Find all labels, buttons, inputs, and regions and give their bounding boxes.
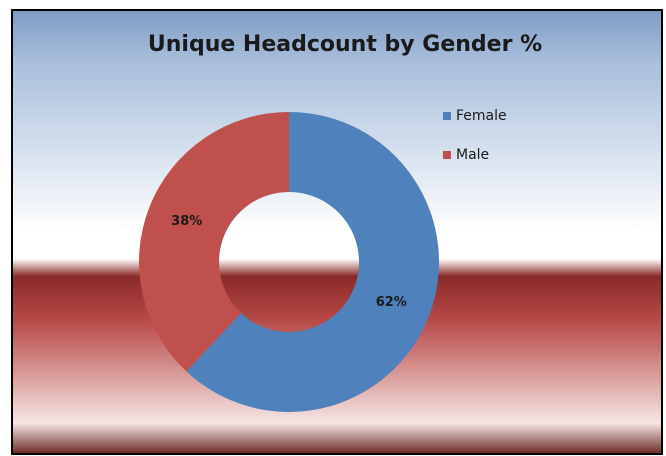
- donut-slice: [186, 112, 439, 412]
- legend-label: Female: [456, 108, 507, 124]
- donut-slice: [138, 112, 289, 372]
- legend-swatch: [443, 151, 451, 159]
- chart-title: Unique Headcount by Gender %: [148, 32, 542, 57]
- data-label: 62%: [376, 295, 407, 310]
- legend-label: Male: [456, 147, 489, 163]
- legend-swatch: [443, 112, 451, 120]
- data-label: 38%: [171, 214, 202, 229]
